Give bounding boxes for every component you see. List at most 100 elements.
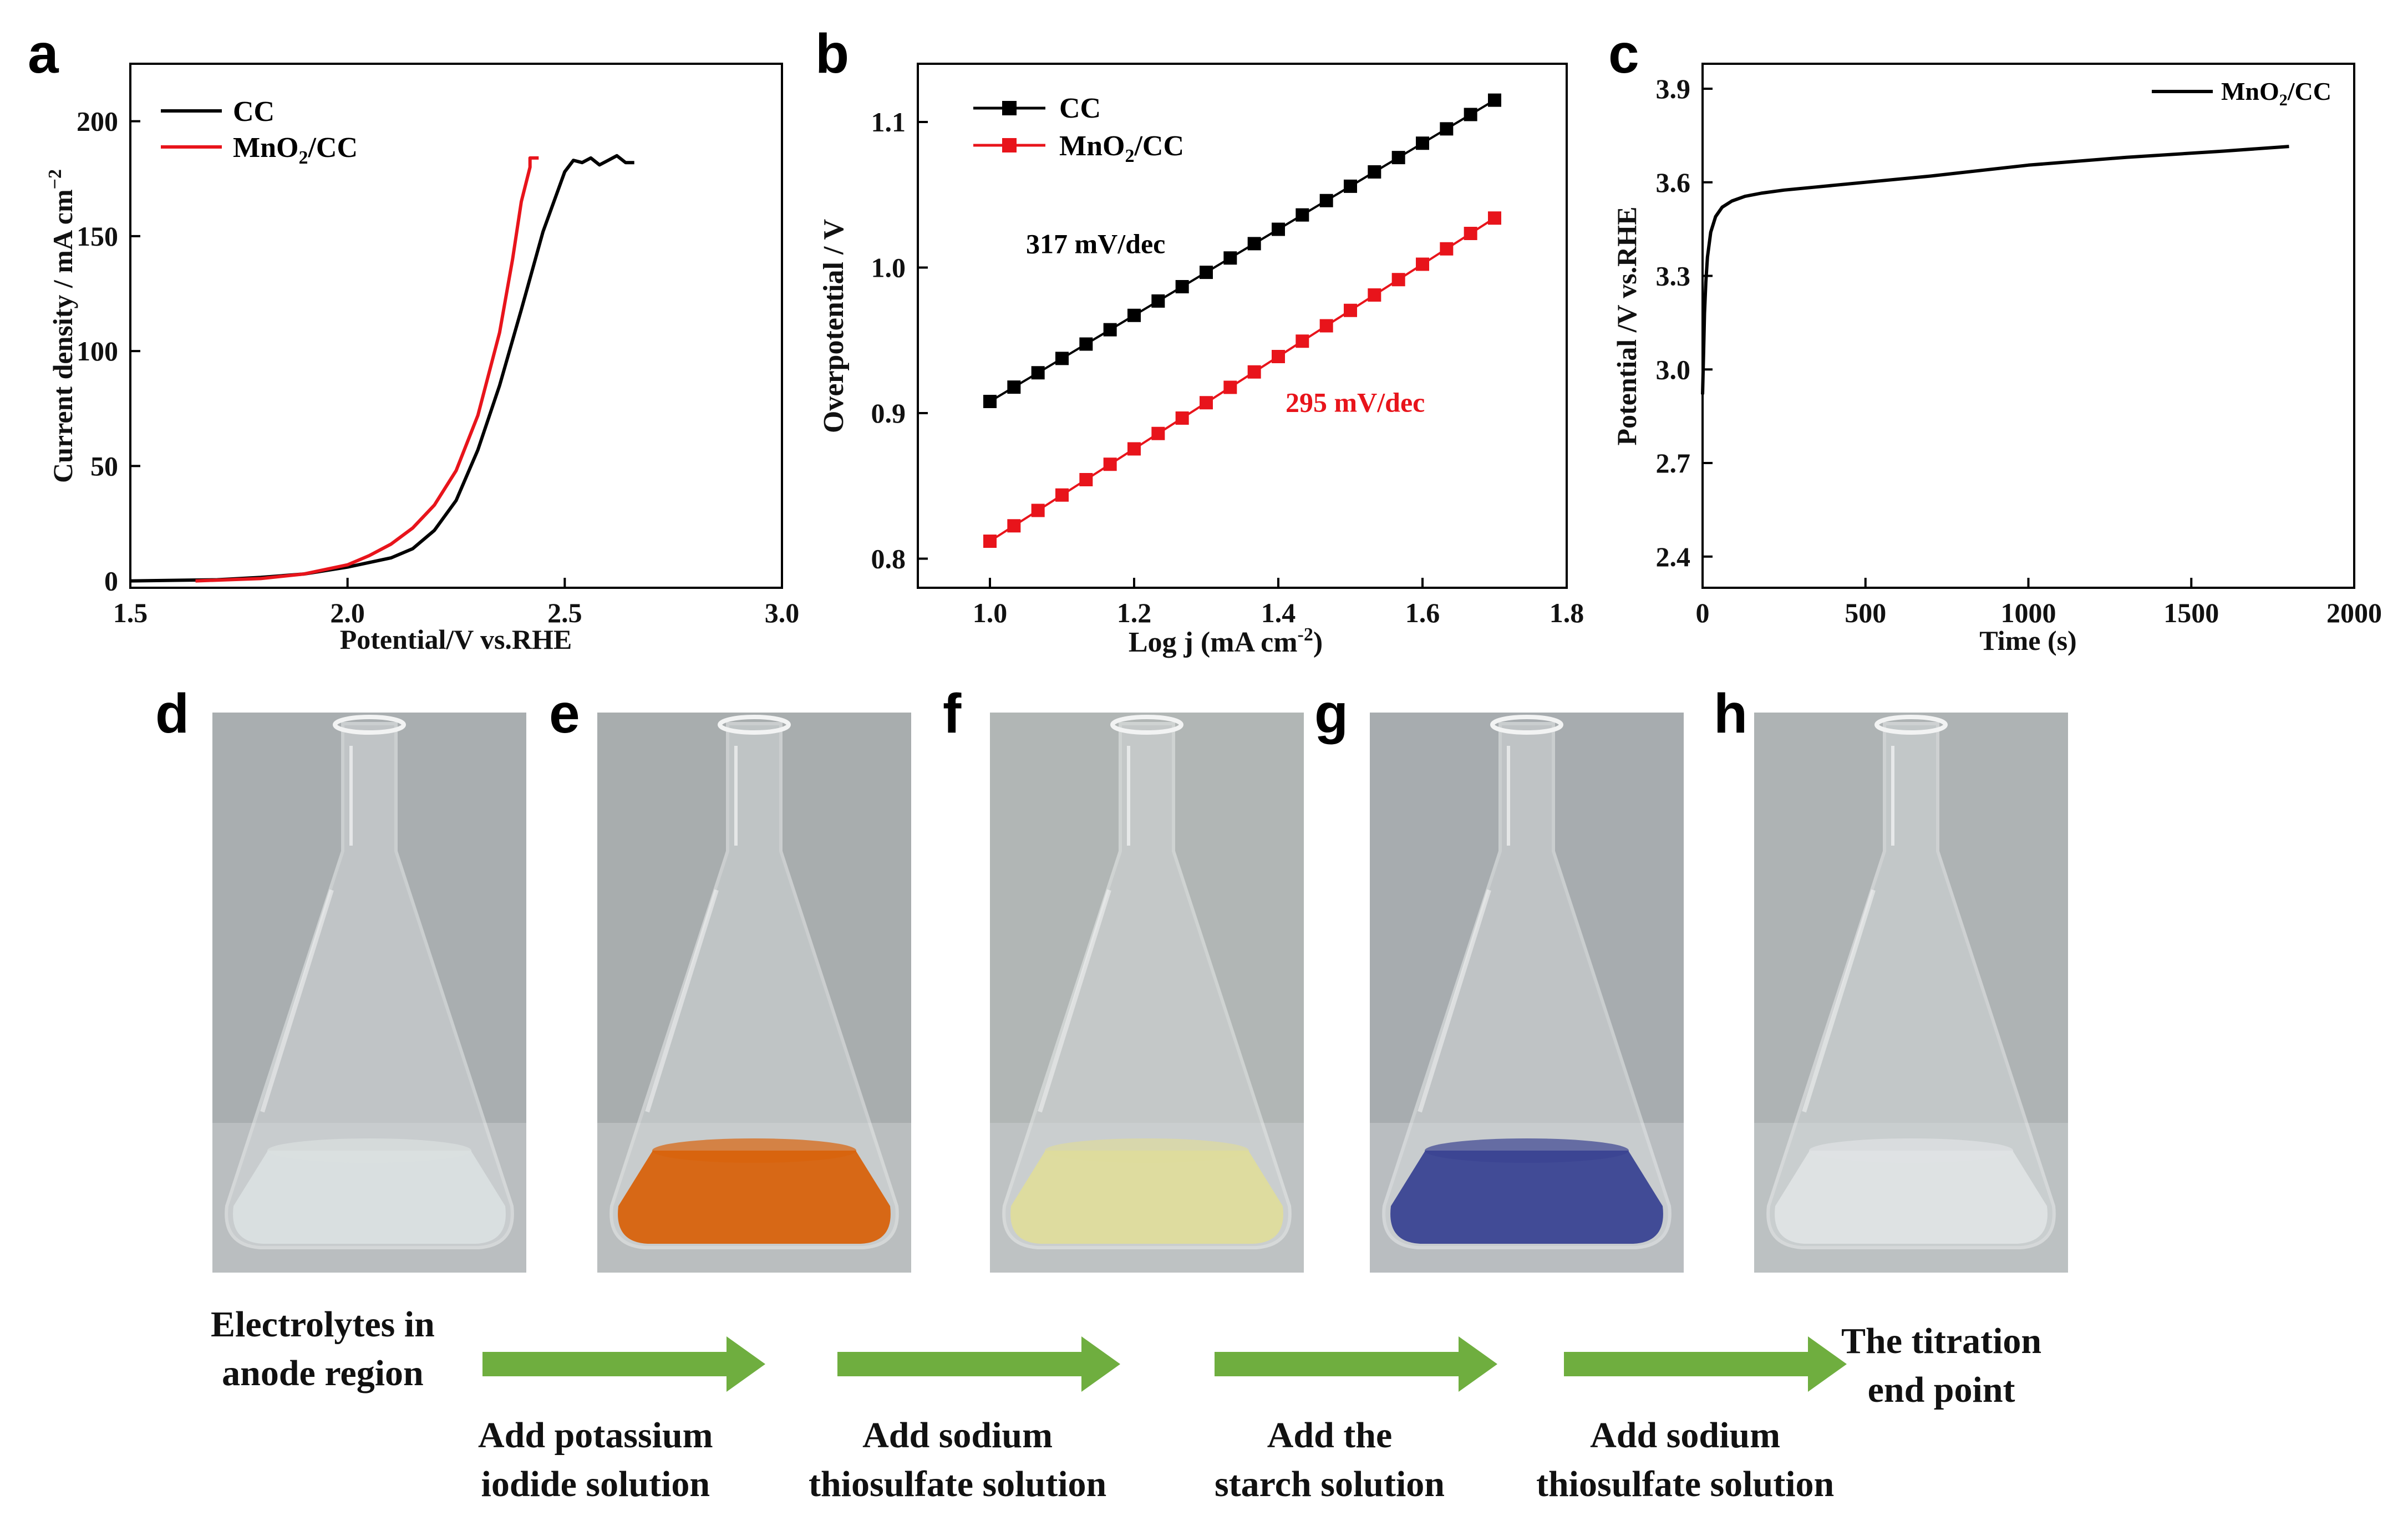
x-tick-label: 1.8 [1550,597,1584,628]
y-tick-label: 2.4 [1656,541,1691,572]
flask-rim [1490,715,1563,735]
series-line-0 [130,154,634,583]
flask-liquid [1010,1151,1283,1244]
flow-start-text: Electrolytes in anode region [211,1304,435,1393]
panel-letter-e: e [549,683,580,745]
flask-glass [1382,722,1672,1249]
data-point [1223,380,1237,394]
y-tick-label: 3.0 [1656,354,1691,385]
panel-letter-b: b [815,23,850,85]
y-tick-label: 0.9 [871,398,906,429]
x-axis-label: Time (s) [1979,625,2076,656]
flask-liquid [618,1151,891,1244]
data-point [1103,457,1117,471]
y-tick-label: 3.9 [1656,73,1691,104]
data-point [1368,288,1381,302]
data-point [1175,280,1189,293]
legend-label-mno2: MnO2/CC [233,132,358,168]
data-point [1488,93,1501,107]
glass-highlight [1802,889,1876,1113]
slope-annotation: 295 mV/dec [1286,386,1425,418]
data-point [1391,273,1405,287]
x-tick-label: 500 [1845,597,1886,628]
flow-end-text: The titration end point [1841,1321,2042,1410]
flask-rim [1110,715,1183,735]
data-point [1440,122,1454,136]
plot-frame [1701,63,2355,589]
y-tick-label: 50 [90,450,118,481]
data-point [1103,323,1117,337]
flask-glass [609,722,899,1249]
data-point [1079,473,1093,486]
data-point [1079,337,1093,351]
y-tick-label: 0.8 [871,543,906,574]
data-point [1272,350,1285,363]
glass-highlight [1418,889,1491,1113]
data-point [1175,411,1189,425]
data-point [1391,151,1405,165]
x-axis-label: Log j (mA cm-2) [1129,624,1323,658]
data-point [1200,266,1213,279]
flask-rim [718,715,791,735]
data-point [1272,222,1285,236]
flow-arrow-3 [1215,1336,1497,1392]
flask-glass [225,722,514,1249]
data-point [983,395,997,408]
legend-label-mno2: MnO2/CC [2221,77,2331,109]
data-point [1151,426,1165,440]
y-tick-label: 3.3 [1656,261,1691,292]
y-axis-label: Potential /V vs.RHE [1611,206,1642,445]
data-point [1223,251,1237,265]
legend-label-cc: CC [1059,93,1101,124]
y-tick-label: 2.7 [1656,447,1691,479]
data-point [1007,380,1021,394]
glass-highlight [260,889,334,1113]
data-point [1440,242,1454,256]
data-point [983,535,997,548]
data-point [1007,519,1021,533]
y-tick-label: 0 [104,566,118,597]
x-tick-label: 2000 [2326,597,2382,628]
data-point [1055,488,1069,502]
x-tick-label: 1.5 [113,597,148,628]
legend-label-mno2: MnO2/CC [1059,130,1184,166]
flow-arrow-4 [1564,1336,1847,1392]
data-point [1488,211,1501,225]
y-axis-label: Current density / mA cm−2 [45,169,78,483]
photo-flask-f [990,713,1304,1273]
flow-arrow-2 [837,1336,1120,1392]
panel-letter-a: a [28,23,59,85]
data-point [1055,352,1069,365]
flask-liquid [1390,1151,1663,1244]
x-tick-label: 1.6 [1405,597,1440,628]
flow-step-1: Add potassium iodide solution [478,1415,713,1504]
data-point [1247,237,1261,251]
legend-marker-cc [1002,101,1017,115]
series-line-0 [989,99,1496,403]
data-point [1200,396,1213,410]
data-point [1296,334,1309,348]
liquid-surface [1425,1138,1629,1163]
data-point [1127,308,1141,322]
y-tick-label: 1.1 [871,106,906,138]
y-tick-label: 1.0 [871,252,906,283]
x-tick-label: 1.2 [1117,597,1152,628]
photo-flask-h [1754,713,2068,1273]
data-point [1031,366,1045,380]
legend-marker-mno2 [1002,138,1017,152]
photo-flask-g [1370,713,1684,1273]
flask-glass [1766,722,2056,1249]
data-point [1127,442,1141,456]
data-point [1151,294,1165,308]
y-tick-label: 3.6 [1656,167,1691,198]
x-tick-label: 1000 [2001,597,2056,628]
glass-highlight [1038,889,1111,1113]
data-point [1296,208,1309,222]
liquid-surface [1809,1138,2013,1163]
series-line-0 [1701,145,2289,395]
data-point [1319,319,1333,333]
data-point [1247,365,1261,379]
chart-tafel: 1.0 1.2 1.4 1.6 1.8 0.8 0.9 1.0 1.1 CC MnO2/CC 3… [818,63,1584,658]
y-tick-label: 100 [77,335,118,367]
photo-flask-e [597,713,911,1273]
